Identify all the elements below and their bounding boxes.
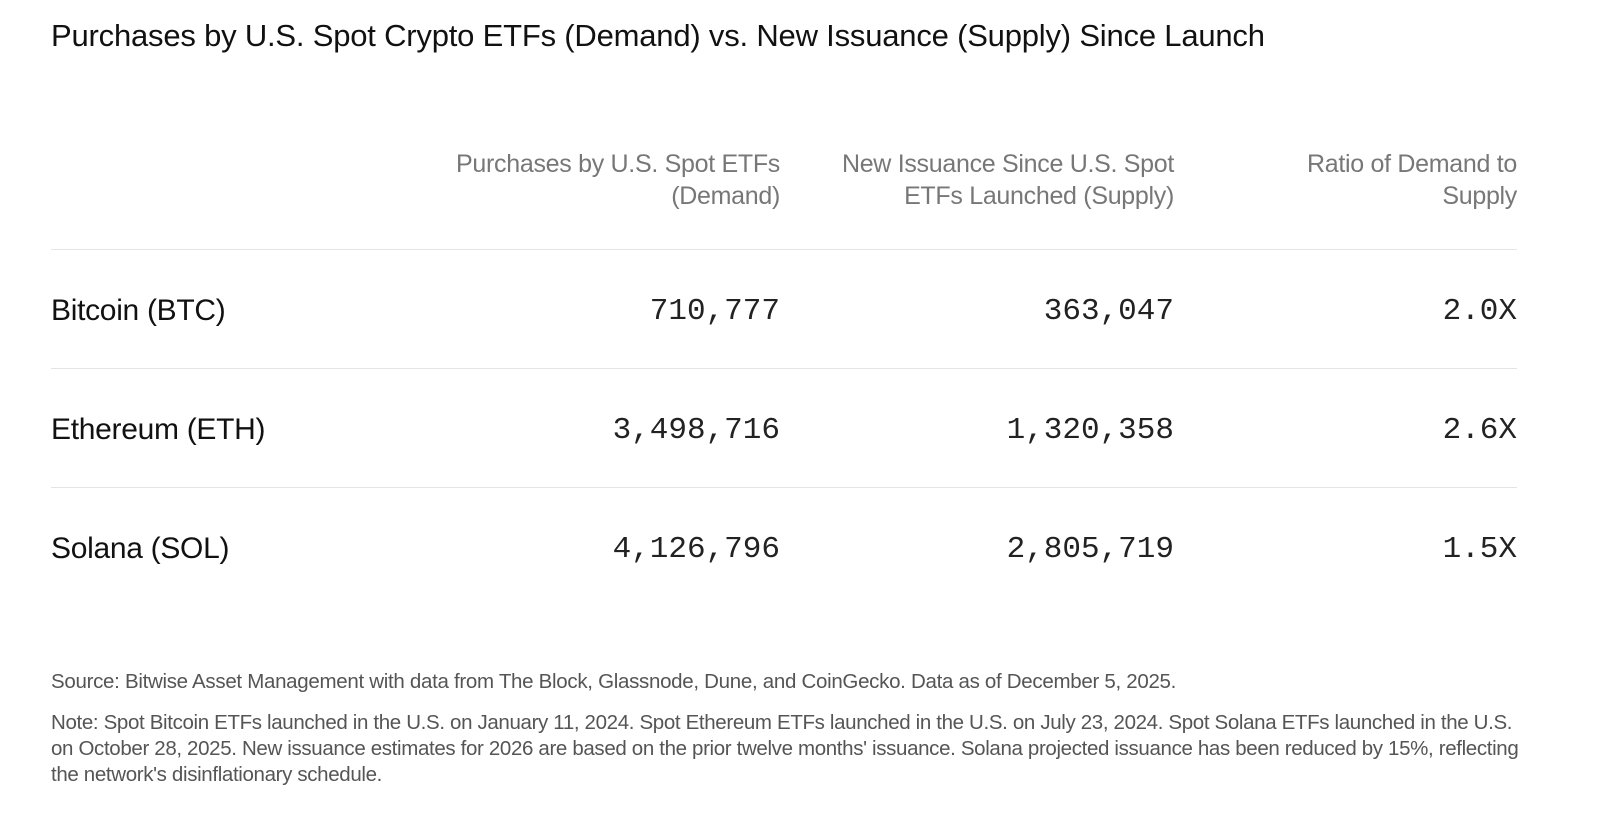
ratio-value: 2.6X bbox=[1442, 413, 1517, 448]
table-row-eth: Ethereum (ETH) 3,498,716 1,320,358 2.6X bbox=[51, 369, 1517, 487]
table-row-sol: Solana (SOL) 4,126,796 2,805,719 1.5X bbox=[51, 488, 1517, 606]
demand-value: 3,498,716 bbox=[612, 413, 780, 448]
asset-label: Bitcoin (BTC) bbox=[51, 294, 226, 327]
data-table: Purchases by U.S. Spot ETFs (Demand) New… bbox=[51, 144, 1517, 606]
ratio-value: 2.0X bbox=[1442, 294, 1517, 329]
row-divider bbox=[51, 368, 1517, 369]
row-divider bbox=[51, 487, 1517, 488]
ratio-value: 1.5X bbox=[1442, 532, 1517, 567]
supply-value: 2,805,719 bbox=[1006, 532, 1174, 567]
column-header-ratio: Ratio of Demand to Supply bbox=[1307, 150, 1517, 210]
supply-value: 1,320,358 bbox=[1006, 413, 1174, 448]
chart-title: Purchases by U.S. Spot Crypto ETFs (Dema… bbox=[51, 18, 1265, 53]
asset-label: Ethereum (ETH) bbox=[51, 413, 266, 446]
source-footnote: Source: Bitwise Asset Management with da… bbox=[51, 670, 1177, 693]
row-divider bbox=[51, 249, 1517, 250]
asset-label: Solana (SOL) bbox=[51, 532, 230, 565]
column-header-supply: New Issuance Since U.S. Spot ETFs Launch… bbox=[841, 150, 1174, 210]
demand-value: 710,777 bbox=[649, 294, 780, 329]
note-footnote: Note: Spot Bitcoin ETFs launched in the … bbox=[51, 711, 1519, 786]
column-header-demand: Purchases by U.S. Spot ETFs (Demand) bbox=[456, 150, 780, 210]
demand-value: 4,126,796 bbox=[612, 532, 780, 567]
table-header: Purchases by U.S. Spot ETFs (Demand) New… bbox=[51, 144, 1517, 249]
supply-value: 363,047 bbox=[1043, 294, 1174, 329]
table-row-btc: Bitcoin (BTC) 710,777 363,047 2.0X bbox=[51, 250, 1517, 368]
